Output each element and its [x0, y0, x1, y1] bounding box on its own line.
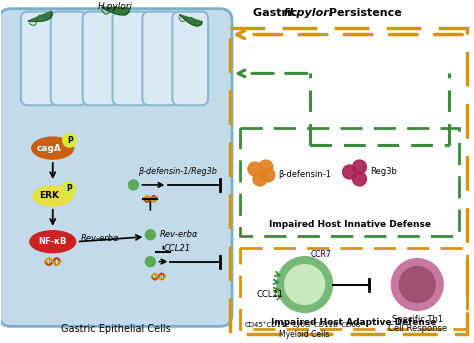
Ellipse shape: [33, 186, 73, 206]
Circle shape: [285, 264, 325, 305]
Circle shape: [261, 168, 275, 182]
Text: Rev-erbα: Rev-erbα: [81, 234, 119, 243]
Text: P: P: [66, 185, 72, 193]
Text: H.pylori: H.pylori: [284, 8, 333, 17]
Ellipse shape: [30, 231, 76, 253]
Text: CCL21: CCL21: [164, 244, 191, 253]
Circle shape: [353, 160, 366, 174]
Text: Specific Th1: Specific Th1: [392, 315, 443, 324]
Circle shape: [343, 165, 356, 179]
Bar: [240, 248, 467, 329]
Text: Reg3b: Reg3b: [371, 167, 397, 177]
Text: cagA: cagA: [36, 144, 61, 153]
Polygon shape: [180, 15, 202, 26]
FancyBboxPatch shape: [142, 12, 178, 105]
FancyBboxPatch shape: [112, 12, 148, 105]
FancyBboxPatch shape: [172, 12, 208, 105]
Circle shape: [146, 230, 155, 240]
FancyBboxPatch shape: [0, 9, 232, 327]
Circle shape: [253, 172, 267, 186]
Bar: [230, 27, 467, 334]
Text: Impaired Host Adaptive Defense: Impaired Host Adaptive Defense: [271, 318, 436, 327]
Circle shape: [63, 133, 77, 147]
Circle shape: [277, 257, 333, 312]
Circle shape: [259, 160, 273, 174]
Polygon shape: [102, 7, 129, 15]
Text: CCR7: CCR7: [310, 250, 331, 259]
Text: P: P: [67, 135, 73, 145]
Text: Gastric: Gastric: [253, 8, 301, 17]
Polygon shape: [28, 11, 52, 22]
Bar: [240, 128, 459, 236]
FancyBboxPatch shape: [82, 12, 118, 105]
Circle shape: [399, 267, 435, 303]
Circle shape: [248, 162, 262, 176]
FancyBboxPatch shape: [21, 12, 57, 105]
Circle shape: [128, 180, 138, 190]
Circle shape: [353, 172, 366, 186]
Circle shape: [62, 182, 76, 196]
Text: ERK: ERK: [39, 191, 59, 200]
Text: β-defensin-1/Reg3b: β-defensin-1/Reg3b: [138, 167, 217, 177]
Text: CCL21: CCL21: [256, 290, 283, 299]
Text: Impaired Host Innative Defense: Impaired Host Innative Defense: [269, 220, 430, 229]
Circle shape: [146, 257, 155, 267]
Text: Gastric Epithelial Cells: Gastric Epithelial Cells: [61, 324, 170, 334]
Ellipse shape: [32, 137, 73, 159]
Text: CD45⁺CD11c⁺Ly6G⁺CD11b⁺CD68⁺: CD45⁺CD11c⁺Ly6G⁺CD11b⁺CD68⁺: [245, 321, 365, 328]
Circle shape: [392, 259, 443, 310]
Text: Persistence: Persistence: [325, 8, 401, 17]
Text: NF-κB: NF-κB: [38, 237, 67, 246]
Text: Cell Response: Cell Response: [388, 324, 447, 333]
Text: Rev-erbα: Rev-erbα: [159, 230, 198, 239]
Text: β-defensin-1: β-defensin-1: [278, 170, 331, 179]
FancyBboxPatch shape: [51, 12, 87, 105]
Text: H.pylori: H.pylori: [98, 2, 133, 11]
Text: Myeloid Cells: Myeloid Cells: [280, 330, 330, 339]
